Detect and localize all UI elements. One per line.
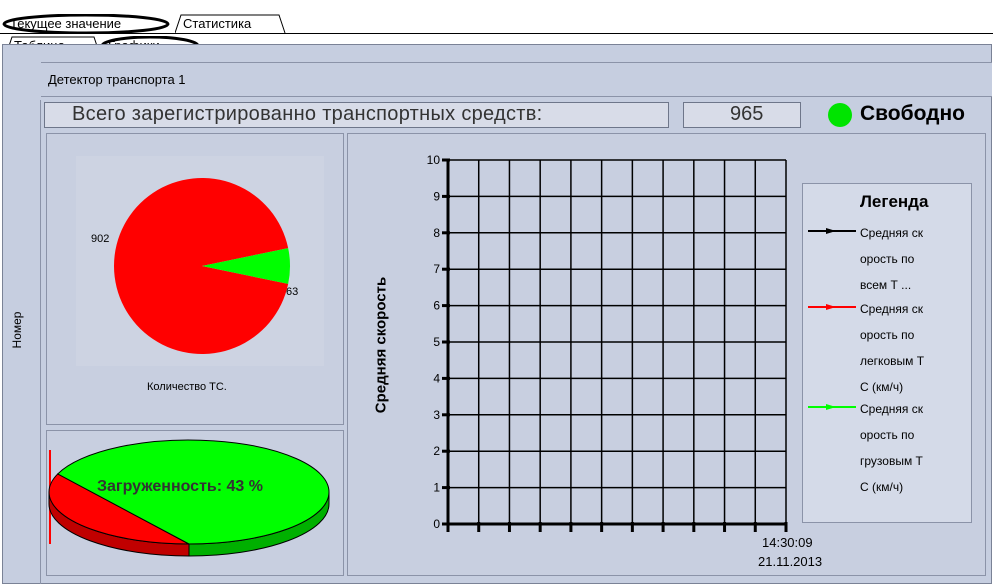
chart-y-tick-label: 8	[433, 226, 440, 240]
chart-y-label: Средняя скорость	[372, 276, 390, 414]
legend-arrow-marker	[826, 404, 836, 410]
load-pie-chart	[48, 439, 330, 557]
pie-label-green: 63	[286, 286, 298, 298]
legend-line: всем Т ...	[860, 278, 912, 292]
legend-line: С (км/ч)	[860, 480, 904, 494]
load-label: Загруженность: 43 %	[97, 478, 263, 495]
legend-line: Средняя ск	[860, 402, 923, 416]
total-label-box	[44, 102, 669, 128]
legend-line: Средняя ск	[860, 302, 923, 316]
tab-current-value[interactable]: Текущее значение	[2, 14, 176, 34]
number-column	[6, 100, 41, 584]
legend-arrow-marker	[826, 228, 836, 234]
status-text: Свободно	[860, 102, 965, 125]
legend-line: орость по	[860, 328, 915, 342]
chart-x-date: 21.11.2013	[758, 554, 823, 569]
tab-outline	[175, 14, 286, 34]
tab-statistics[interactable]: Статистика	[175, 14, 291, 34]
chart-y-tick-label: 5	[433, 335, 440, 349]
total-count-value: 965	[730, 103, 764, 125]
total-count-box	[683, 102, 801, 128]
chart-y-tick-label: 2	[433, 444, 440, 458]
top-tab-row: Текущее значение Статистика	[0, 14, 993, 34]
detector-title: Детектор транспорта 1	[48, 72, 186, 87]
chart-y-tick-label: 1	[433, 481, 440, 495]
chart-y-tick-label: 10	[427, 153, 441, 167]
pie-label-red: 902	[91, 233, 109, 245]
number-column-label: Номер	[10, 311, 24, 349]
legend-item-trucks: Средняя ск орость по грузовым Т С (км/ч)	[860, 396, 960, 500]
tab-current-value-label: Текущее значение	[10, 16, 122, 31]
tab-outline	[2, 14, 170, 34]
legend-markers	[808, 228, 856, 410]
pie-slice-green	[202, 248, 290, 284]
chart-y-tick-label: 0	[433, 517, 440, 531]
tab-statistics-label: Статистика	[183, 16, 252, 31]
load-slice-red	[48, 473, 190, 545]
count-pie-caption: Количество ТС.	[147, 381, 227, 393]
chart-y-tick-label: 3	[433, 408, 440, 422]
chart-y-tick-label: 7	[433, 262, 440, 276]
detector-header-bar	[41, 62, 992, 97]
legend-arrow-marker	[826, 304, 836, 310]
total-vehicles-label: Всего зарегистрированно транспортных сре…	[72, 103, 543, 125]
legend-line: С (км/ч)	[860, 380, 904, 394]
chart-y-tick-label: 6	[433, 299, 440, 313]
count-pie-chart: 902 63	[76, 156, 324, 366]
legend-item-all: Средняя ск орость по всем Т ...	[860, 220, 960, 298]
load-slice-green	[56, 439, 330, 545]
chart-y-tick-label: 4	[433, 371, 440, 385]
chart-legend	[802, 183, 972, 523]
pie-slice-red	[114, 178, 289, 354]
chart-x-time: 14:30:09	[762, 535, 813, 550]
legend-item-cars: Средняя ск орость по легковым Т С (км/ч)	[860, 296, 960, 400]
legend-line: легковым Т	[860, 354, 925, 368]
status-indicator-icon	[828, 103, 852, 127]
legend-line: Средняя ск	[860, 226, 923, 240]
legend-line: орость по	[860, 252, 915, 266]
chart-y-tick-label: 9	[433, 189, 440, 203]
speed-line-chart: 0 1 2 3 4 5 6 7 8 9 10	[427, 153, 788, 532]
legend-line: грузовым Т	[860, 454, 923, 468]
legend-title: Легенда	[860, 192, 929, 211]
legend-line: орость по	[860, 428, 915, 442]
